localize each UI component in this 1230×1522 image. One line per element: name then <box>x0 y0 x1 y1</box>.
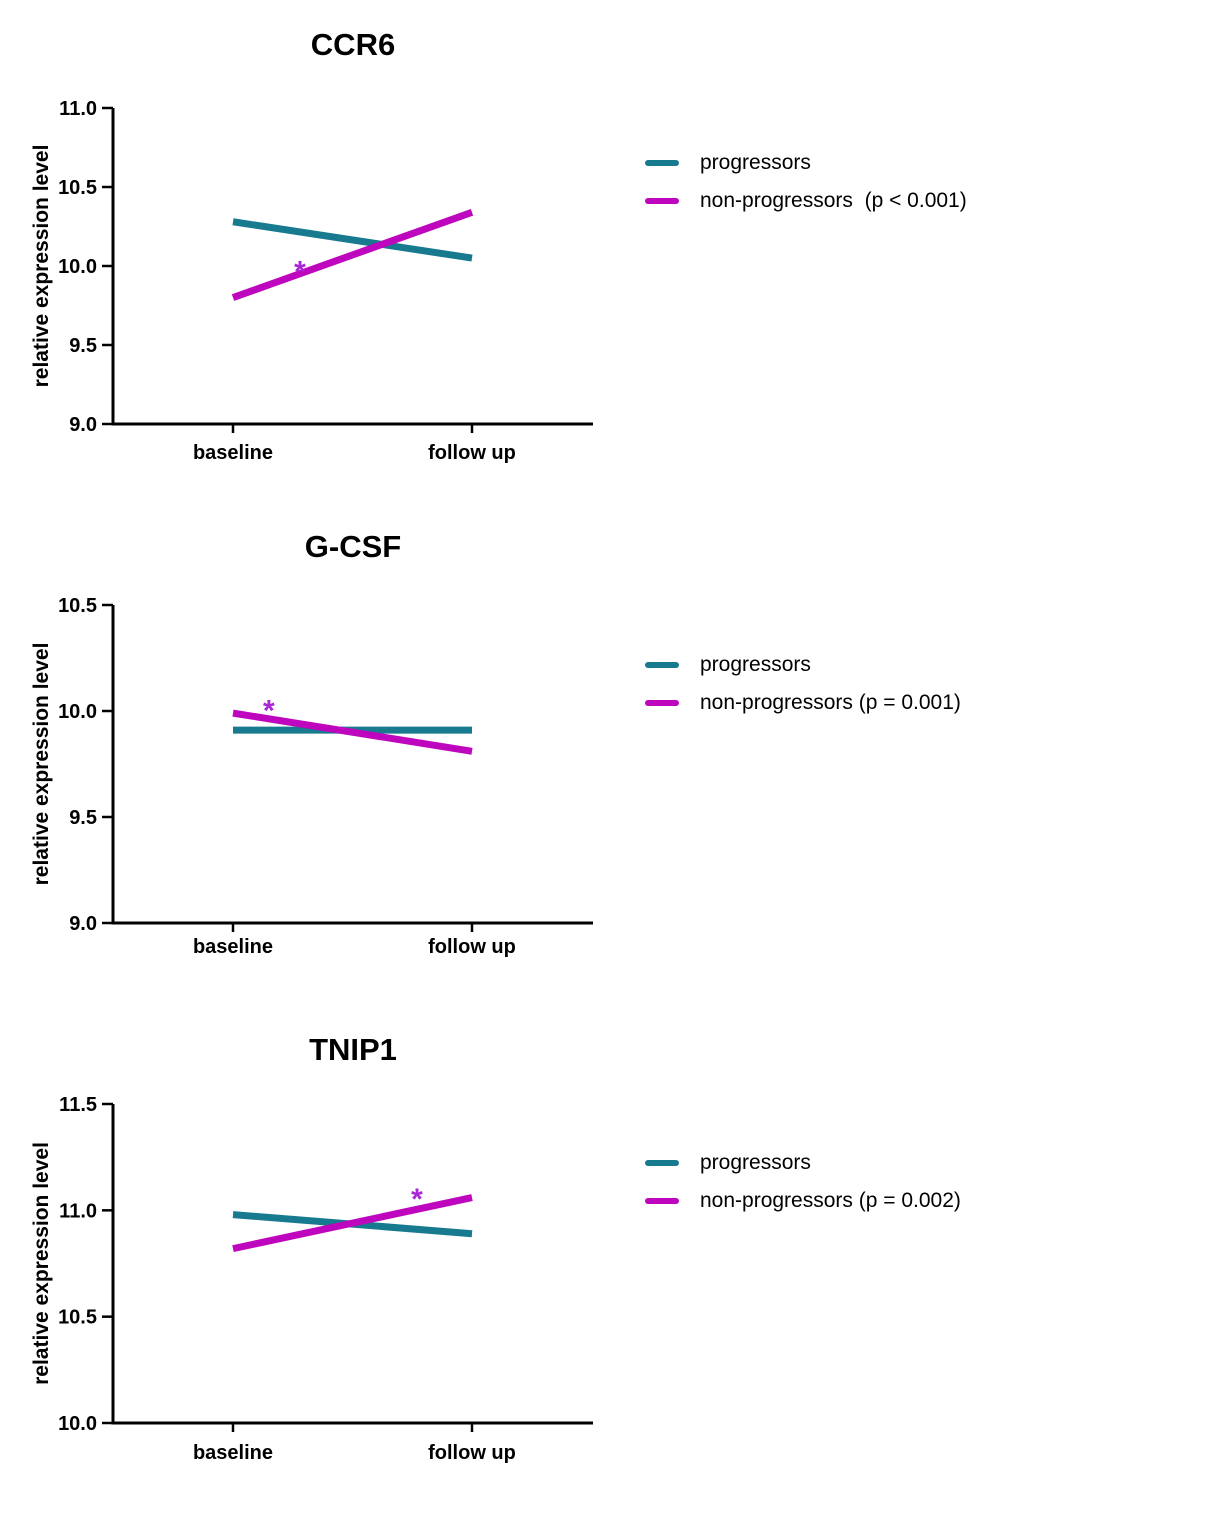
axis <box>111 108 593 426</box>
significance-asterisk: * <box>294 255 306 288</box>
legend-item-progressors: progressors <box>645 1144 961 1182</box>
x-category-label: follow up <box>428 1442 516 1464</box>
legend-label-non-progressors: non-progressors (p = 0.002) <box>700 1189 961 1212</box>
axis <box>111 605 593 925</box>
legend-label-progressors: progressors <box>700 1151 811 1174</box>
x-category-label: follow up <box>428 936 516 958</box>
chart-title-ccr6: CCR6 <box>310 27 396 62</box>
y-axis-title: relative expression level <box>30 1142 53 1385</box>
non-progressors-line-swatch-icon <box>645 1198 679 1204</box>
legend-label-progressors: progressors <box>700 151 811 174</box>
legend-tnip1: progressors non-progressors (p = 0.002) <box>645 1144 961 1220</box>
progressors-line-swatch-icon <box>645 160 679 166</box>
progressors-line-swatch-icon <box>645 1160 679 1166</box>
legend-item-progressors: progressors <box>645 646 961 684</box>
series-line-progressors <box>232 218 473 262</box>
legend-item-non-progressors: non-progressors (p < 0.001) <box>645 182 967 220</box>
y-tick-label: 10.0 <box>58 1413 97 1435</box>
legend-ccr6: progressors non-progressors (p < 0.001) <box>645 144 967 220</box>
legend-label-non-progressors: non-progressors (p = 0.001) <box>700 691 961 714</box>
legend-label-progressors: progressors <box>700 653 811 676</box>
y-tick-label: 10.5 <box>58 1307 97 1329</box>
legend-gcsf: progressors non-progressors (p = 0.001) <box>645 646 961 722</box>
series-line-non-progressors <box>232 709 473 755</box>
progressors-line-swatch-icon <box>645 662 679 668</box>
x-category-label: baseline <box>193 936 273 958</box>
y-tick-label: 9.0 <box>69 414 97 436</box>
y-tick-label: 10.0 <box>58 701 97 723</box>
x-category-label: baseline <box>193 442 273 464</box>
x-category-label: follow up <box>428 442 516 464</box>
legend-item-non-progressors: non-progressors (p = 0.001) <box>645 684 961 722</box>
y-tick-label: 11.0 <box>59 98 97 120</box>
series-line-non-progressors <box>232 1194 473 1253</box>
y-tick-label: 10.0 <box>58 256 97 278</box>
y-tick-label: 10.5 <box>58 177 97 199</box>
chart-title-gcsf: G-CSF <box>304 529 402 564</box>
legend-item-progressors: progressors <box>645 144 967 182</box>
y-tick-label: 9.0 <box>69 913 97 935</box>
significance-asterisk: * <box>411 1183 423 1216</box>
legend-label-non-progressors: non-progressors (p < 0.001) <box>700 189 967 212</box>
y-tick-label: 10.5 <box>58 595 97 617</box>
x-category-label: baseline <box>193 1442 273 1464</box>
non-progressors-line-swatch-icon <box>645 700 679 706</box>
y-tick-label: 9.5 <box>69 807 97 829</box>
chart-title-tnip1: TNIP1 <box>309 1032 397 1067</box>
non-progressors-line-swatch-icon <box>645 198 679 204</box>
legend-item-non-progressors: non-progressors (p = 0.002) <box>645 1182 961 1220</box>
significance-asterisk: * <box>263 694 275 727</box>
axis <box>111 1104 593 1425</box>
series-line-non-progressors <box>231 208 474 301</box>
y-tick-label: 11.5 <box>59 1094 97 1116</box>
y-tick-label: 11.0 <box>59 1200 97 1222</box>
y-axis-title: relative expression level <box>30 145 53 388</box>
y-axis-title: relative expression level <box>30 643 53 886</box>
y-tick-label: 9.5 <box>69 335 97 357</box>
